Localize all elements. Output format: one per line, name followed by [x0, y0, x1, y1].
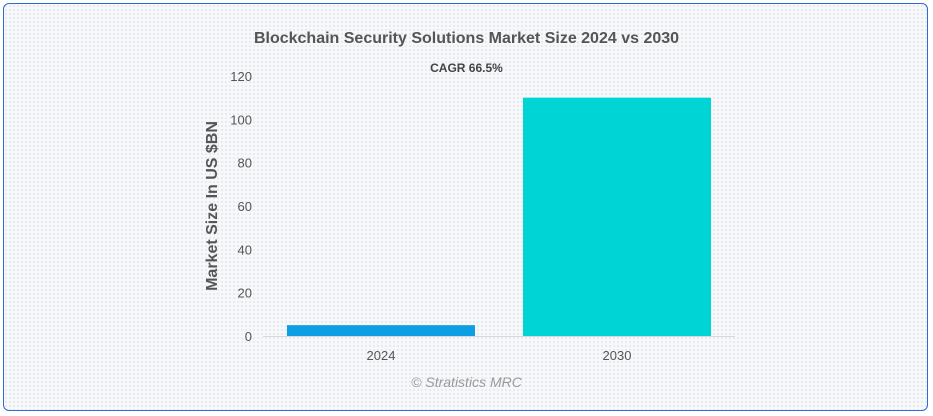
y-tick-label: 0 [245, 329, 252, 344]
chart-frame [3, 3, 928, 411]
y-tick-label: 40 [238, 242, 252, 257]
x-tick-label: 2024 [367, 348, 396, 363]
y-tick-label: 100 [230, 112, 252, 127]
chart-title: Blockchain Security Solutions Market Siz… [253, 30, 680, 47]
watermark: © Stratistics MRC [411, 374, 522, 390]
bar-2024[interactable] [287, 325, 475, 336]
y-axis-label: Market Size In US $BN [204, 121, 221, 291]
y-tick-label: 120 [230, 69, 252, 84]
y-tick-label: 80 [238, 156, 252, 171]
bars [287, 97, 711, 337]
chart-subtitle: CAGR 66.5% [430, 61, 503, 75]
bar-2030[interactable] [523, 97, 711, 337]
x-axis-ticks: 2024 2030 [367, 348, 632, 363]
y-tick-label: 60 [238, 199, 252, 214]
y-axis-ticks: 0 20 40 60 80 100 120 [230, 69, 252, 344]
y-tick-label: 20 [238, 286, 252, 301]
x-tick-label: 2030 [603, 348, 632, 363]
